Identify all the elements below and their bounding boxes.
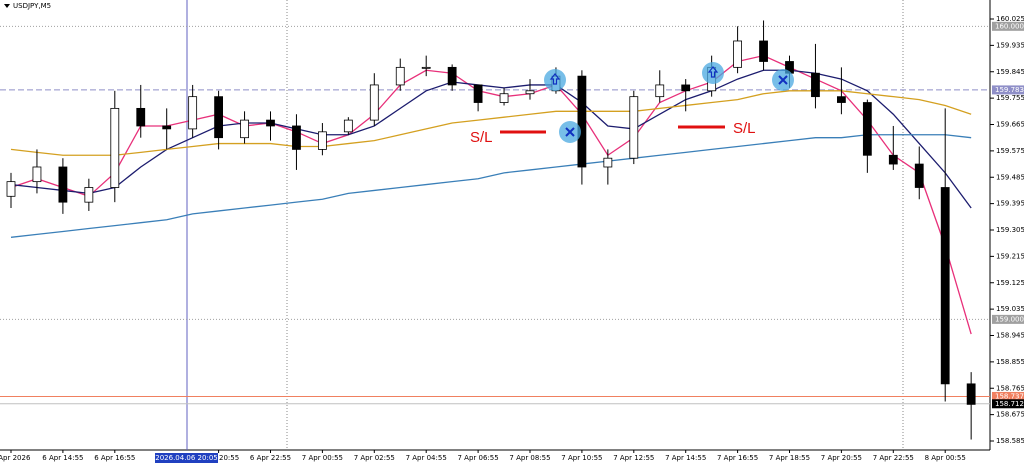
candle-body xyxy=(525,90,535,95)
candle-body xyxy=(6,181,16,197)
candle-body xyxy=(421,66,431,69)
price-level-label: 158.737 xyxy=(995,392,1024,400)
y-tick-label: 158.585 xyxy=(996,437,1024,445)
candle-body xyxy=(655,84,665,98)
candle-body xyxy=(759,40,768,62)
candle-body xyxy=(136,107,146,127)
x-tick-label: 6 Apr 20:55 xyxy=(198,454,239,462)
crosshair-label: 2026.04.06 20:05 xyxy=(155,454,217,462)
moving-average xyxy=(10,69,972,209)
price-level-box xyxy=(992,85,1024,95)
y-tick-label: 158.945 xyxy=(996,332,1024,340)
x-tick-label: 7 Apr 12:55 xyxy=(613,454,654,462)
candle-body xyxy=(837,96,846,103)
x-tick-label: 7 Apr 00:55 xyxy=(302,454,343,462)
x-tick-label: 7 Apr 02:55 xyxy=(354,454,395,462)
candle-body xyxy=(499,93,509,103)
y-tick-label: 159.935 xyxy=(996,41,1024,49)
candle-body xyxy=(681,84,691,92)
chart-title: USDJPY,M5 xyxy=(13,2,51,10)
x-tick-label: 6 Apr 22:55 xyxy=(250,454,291,462)
candle-body xyxy=(447,66,457,86)
candle-body xyxy=(914,163,924,188)
price-level-label: 159.000 xyxy=(995,315,1024,323)
cross-marker xyxy=(778,75,788,85)
candle-body xyxy=(266,119,275,127)
candle-body xyxy=(32,166,42,183)
x-tick-label: 7 Apr 04:55 xyxy=(406,454,447,462)
candle-body xyxy=(292,125,301,150)
trade-highlight xyxy=(544,69,566,91)
x-tick-label: 7 Apr 06:55 xyxy=(458,454,499,462)
price-level-box xyxy=(992,314,1024,324)
candle-body xyxy=(343,119,353,133)
sl-label: S/L xyxy=(733,120,756,137)
candle-body xyxy=(240,119,249,139)
price-level-label: 159.783 xyxy=(995,86,1024,94)
price-level-label: 160.000 xyxy=(995,22,1024,30)
x-tick-label: 7 Apr 08:55 xyxy=(509,454,550,462)
candle-body xyxy=(733,40,742,68)
x-tick-label: 6 Apr 14:55 xyxy=(42,454,83,462)
y-tick-label: 159.215 xyxy=(996,252,1024,260)
arrow-marker xyxy=(707,66,719,78)
candle-body xyxy=(188,96,198,130)
candle-body xyxy=(58,166,68,203)
candle-body xyxy=(369,84,379,121)
price-level-box xyxy=(992,399,1024,409)
y-tick-label: 159.485 xyxy=(996,173,1024,181)
crosshair-box xyxy=(155,453,218,463)
candle-body xyxy=(317,131,327,150)
y-tick-label: 158.765 xyxy=(996,384,1024,392)
candle-body xyxy=(577,75,587,168)
candle-body xyxy=(862,102,872,156)
price-level-label: 158.712 xyxy=(995,400,1024,408)
candle-body xyxy=(811,72,820,98)
candle-body xyxy=(629,96,639,159)
x-tick-label: 7 Apr 10:55 xyxy=(561,454,602,462)
sl-label: S/L xyxy=(470,129,493,146)
y-tick-label: 158.855 xyxy=(996,358,1024,366)
candle-body xyxy=(162,125,172,130)
candle-body xyxy=(473,84,483,103)
candle-body xyxy=(603,157,613,168)
x-tick-label: 7 Apr 14:55 xyxy=(665,454,706,462)
candle-body xyxy=(395,66,405,86)
menu-arrow xyxy=(4,4,10,8)
x-tick-label: 6 Apr 2026 xyxy=(0,454,31,462)
y-tick-label: 159.305 xyxy=(996,226,1024,234)
candle-body xyxy=(966,383,976,405)
price-level-box xyxy=(992,21,1024,31)
x-tick-label: 6 Apr 16:55 xyxy=(94,454,135,462)
arrow-marker xyxy=(549,73,561,85)
y-tick-label: 159.395 xyxy=(996,200,1024,208)
y-tick-label: 159.665 xyxy=(996,121,1024,129)
y-tick-label: 158.675 xyxy=(996,411,1024,419)
y-tick-label: 159.755 xyxy=(996,94,1024,102)
y-tick-label: 159.035 xyxy=(996,305,1024,313)
y-tick-label: 159.845 xyxy=(996,68,1024,76)
candle-body xyxy=(940,187,950,385)
price-level-box xyxy=(992,391,1024,401)
trade-highlight xyxy=(702,62,724,84)
x-tick-label: 7 Apr 16:55 xyxy=(717,454,758,462)
candle-body xyxy=(84,187,94,203)
y-tick-label: 159.575 xyxy=(996,147,1024,155)
x-tick-label: 7 Apr 18:55 xyxy=(769,454,810,462)
x-tick-label: 7 Apr 22:55 xyxy=(873,454,914,462)
x-tick-label: 7 Apr 20:55 xyxy=(821,454,862,462)
candle-body xyxy=(110,107,120,188)
candle-body xyxy=(888,154,898,165)
candle-body xyxy=(214,96,224,139)
y-tick-label: 160.025 xyxy=(996,15,1024,23)
y-tick-label: 159.125 xyxy=(996,279,1024,287)
cross-marker xyxy=(565,127,575,137)
moving-average xyxy=(10,134,972,238)
x-tick-label: 8 Apr 00:55 xyxy=(925,454,966,462)
